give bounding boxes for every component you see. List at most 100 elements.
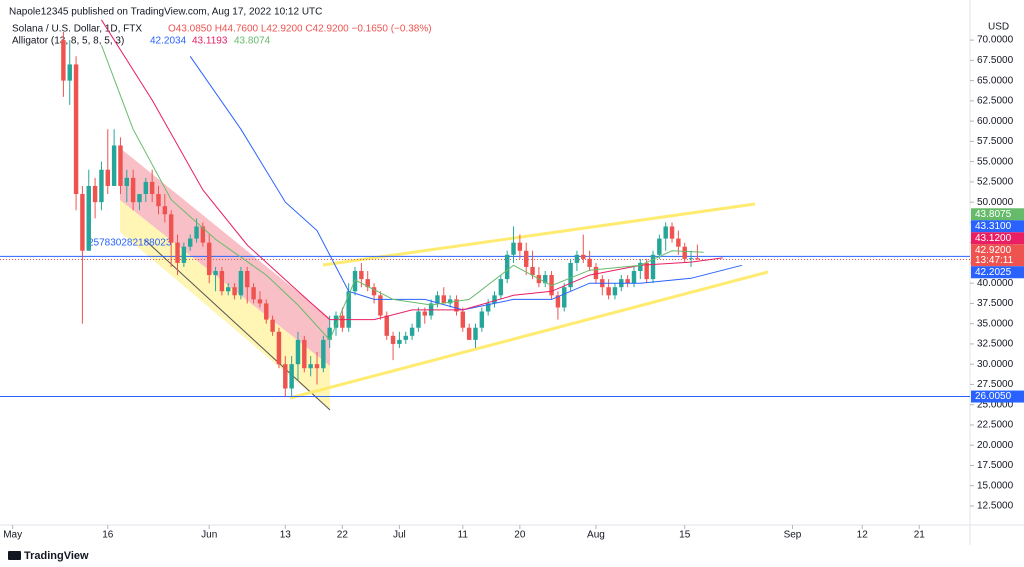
candle-body [99, 169, 104, 203]
price-label-bg [971, 220, 1024, 233]
drawing-label: 257830282188023 [88, 238, 172, 249]
indicator-line [189, 56, 742, 311]
y-tick-label: 22.5000 [977, 420, 1014, 431]
candle-body [162, 206, 168, 215]
candle-body [466, 327, 472, 340]
candle-body [73, 64, 79, 195]
publisher: Napole12345 published on TradingView.com… [9, 7, 322, 18]
x-tick-label: 16 [102, 530, 114, 541]
candle-body [232, 287, 237, 296]
y-tick-label: 70.0000 [977, 35, 1014, 46]
candle-body [86, 185, 91, 251]
candle-body [168, 214, 174, 243]
candle-body [314, 364, 320, 369]
indicator-value: 43.1193 [192, 36, 228, 47]
y-tick-label: 52.5000 [977, 177, 1014, 188]
indicator-name: Alligator (13, 8, 5, 8, 5, 3) [12, 36, 124, 47]
candle-body [219, 271, 225, 292]
candle-body [340, 315, 345, 328]
candle-body [200, 226, 206, 243]
candle-body [530, 266, 535, 276]
y-tick-label: 32.5000 [977, 339, 1014, 350]
price-label: 42.2025 [975, 267, 1012, 278]
price-label-bg [971, 390, 1024, 403]
candle-body [422, 311, 427, 316]
x-tick-label: 12 [857, 530, 869, 541]
candle-body [568, 262, 573, 288]
candle-body [473, 327, 478, 340]
y-tick-label: 50.0000 [977, 197, 1014, 208]
currency: USD [988, 22, 1009, 33]
candle-body [245, 271, 250, 288]
symbol-title: Solana / U.S. Dollar, 1D, FTX [12, 24, 142, 35]
candle-body [625, 279, 630, 284]
indicator-line [100, 44, 704, 341]
candle-body [378, 295, 383, 316]
candle-body [289, 364, 294, 389]
candle-body [270, 319, 275, 332]
candle-body [80, 194, 85, 251]
indicator-line [100, 19, 723, 321]
channel-line [144, 239, 331, 411]
candle-body [175, 242, 180, 263]
candle-body [308, 364, 313, 369]
candle-body [333, 315, 339, 328]
candle-body [555, 295, 561, 308]
x-tick-label: 21 [914, 530, 926, 541]
candle-body [562, 287, 567, 308]
candle-body [403, 335, 408, 340]
short-zone [120, 148, 330, 366]
candle-body [543, 275, 548, 284]
y-tick-label: 40.0000 [977, 278, 1014, 289]
y-tick-label: 65.0000 [977, 75, 1014, 86]
price-label: 43.8075 [975, 209, 1012, 220]
candle-body [498, 279, 504, 296]
y-tick-label: 37.5000 [977, 298, 1014, 309]
candle-body [587, 258, 592, 267]
x-tick-label: Jul [393, 530, 406, 541]
candle-body [187, 238, 193, 247]
candle-body [479, 311, 485, 328]
y-tick-label: 25.0000 [977, 399, 1014, 410]
candle-body [384, 315, 389, 336]
price-label-bg [971, 208, 1024, 221]
price-label: 42.9200 [975, 245, 1012, 256]
y-tick-label: 12.5000 [977, 501, 1014, 512]
candle-body [688, 258, 694, 260]
candle-body [295, 339, 301, 365]
candle-body [416, 311, 421, 328]
candle-body [118, 145, 123, 186]
brand-logo [8, 551, 21, 560]
y-tick-label: 57.5000 [977, 136, 1014, 147]
trend-line [322, 202, 756, 267]
trend-line [289, 270, 769, 400]
candle-body [504, 254, 510, 280]
candle-body [137, 194, 142, 203]
y-tick-label: 35.0000 [977, 318, 1014, 329]
x-tick-label: 11 [458, 530, 469, 541]
candle-body [61, 40, 66, 81]
candle-body [657, 238, 662, 255]
y-tick-label: 30.0000 [977, 359, 1014, 370]
x-tick-label: 20 [514, 530, 526, 541]
candle-body [397, 339, 402, 344]
candle-body [371, 287, 377, 296]
price-label-bg [971, 244, 1024, 267]
candle-body [574, 254, 580, 263]
candle-body [276, 331, 282, 365]
ohlc: O43.0850 H44.7600 L42.9200 C42.9200 −0.1… [168, 24, 432, 35]
price-label-bg [971, 266, 1024, 279]
candle-body [593, 266, 599, 280]
candle-body [124, 177, 130, 186]
x-tick-label: 22 [337, 530, 349, 541]
candle-body [226, 287, 231, 292]
candle-body [283, 364, 288, 389]
candle-body [181, 246, 187, 263]
indicator-value: 43.8074 [234, 36, 271, 47]
candle-body [581, 254, 586, 259]
price-label-bg [971, 232, 1024, 245]
candle-body [302, 339, 307, 369]
candle-body [130, 177, 136, 203]
candle-body [511, 242, 516, 255]
